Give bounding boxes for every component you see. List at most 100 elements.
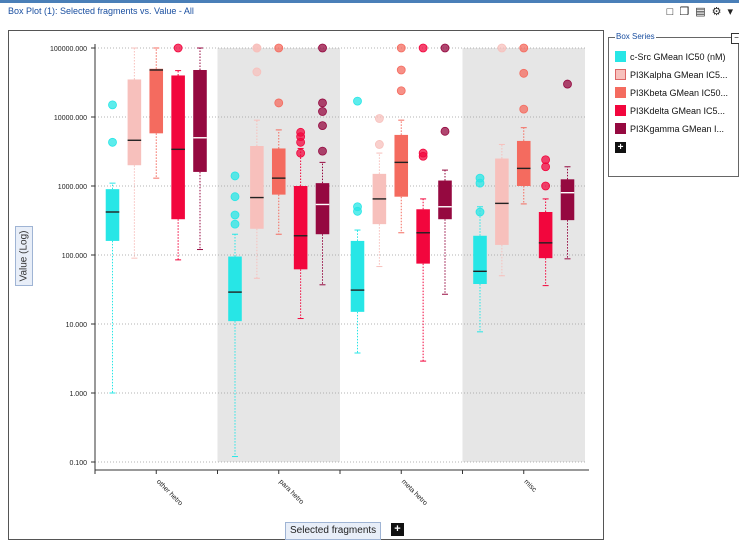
outlier-point — [541, 162, 551, 172]
y-tick-label: 0.100 — [69, 460, 87, 467]
outlier-point — [318, 107, 327, 116]
box — [538, 211, 553, 259]
outlier-point — [519, 43, 529, 53]
legend: Box Series − c-Src GMean IC50 (nM) PI3Ka… — [608, 32, 739, 177]
outlier-point — [353, 206, 362, 216]
outlier-point — [318, 98, 327, 108]
outlier-point — [296, 148, 306, 158]
outlier-point — [173, 43, 183, 53]
legend-swatch — [615, 87, 626, 98]
outlier-point — [396, 43, 406, 53]
outlier-point — [418, 151, 428, 161]
box — [105, 189, 120, 241]
outlier-point — [563, 79, 572, 89]
box — [149, 68, 164, 134]
legend-item-pi3kbeta[interactable]: PI3Kbeta GMean IC50... — [615, 86, 728, 99]
dropdown-icon[interactable]: ▾ — [727, 6, 733, 18]
box — [516, 140, 531, 186]
box — [350, 240, 365, 312]
outlier-point — [519, 68, 529, 78]
box — [271, 148, 286, 195]
outlier-point — [318, 43, 327, 53]
y-axis-label: Value (Log) — [18, 230, 30, 282]
outlier-point — [396, 86, 406, 96]
box — [473, 235, 487, 284]
y-tick-label: 1.000 — [69, 391, 87, 398]
x-tick-label: meta hetro — [400, 478, 429, 507]
window-icon[interactable]: ▤ — [695, 6, 706, 18]
outlier-point — [230, 192, 240, 202]
x-axis-label[interactable]: Selected fragments — [285, 522, 382, 540]
box — [293, 186, 308, 270]
box — [127, 79, 142, 166]
box — [495, 158, 509, 245]
outlier-point — [252, 67, 262, 77]
outlier-point — [230, 171, 240, 181]
legend-swatch — [615, 51, 626, 62]
y-tick-label: 1000.000 — [58, 184, 87, 191]
box — [228, 256, 242, 322]
legend-title: Box Series — [615, 32, 656, 41]
outlier-point — [396, 65, 406, 75]
outlier-point — [230, 210, 240, 220]
outlier-point — [353, 96, 362, 106]
legend-label: c-Src GMean IC50 (nM) — [630, 51, 726, 62]
window-title: Box Plot (1): Selected fragments vs. Val… — [8, 6, 194, 16]
outlier-point — [318, 146, 327, 156]
box — [315, 183, 330, 235]
legend-add-icon[interactable]: + — [615, 142, 626, 153]
outlier-point — [230, 219, 240, 229]
legend-item-pi3kalpha[interactable]: PI3Kalpha GMean IC5... — [615, 68, 728, 81]
legend-swatch — [615, 69, 626, 80]
y-tick-label: 100000.000 — [50, 46, 87, 53]
legend-label: PI3Kdelta GMean IC5... — [630, 105, 726, 116]
outlier-point — [296, 137, 306, 147]
box — [193, 69, 207, 172]
outlier-point — [252, 43, 262, 53]
box — [438, 180, 452, 220]
outlier-point — [475, 178, 485, 188]
box — [416, 209, 430, 264]
y-tick-label: 100.000 — [62, 253, 87, 260]
legend-label: PI3Kgamma GMean I... — [630, 123, 725, 134]
y-tick-label: 10.000 — [66, 322, 88, 329]
box — [560, 179, 575, 221]
x-axis-add-icon[interactable]: + — [391, 523, 404, 536]
outlier-point — [374, 140, 384, 149]
toolbar: □ ❐ ▤ ⚙ ▾ — [667, 5, 733, 19]
outlier-point — [274, 43, 284, 53]
y-tick-label: 10000.000 — [54, 115, 87, 122]
box — [394, 134, 409, 197]
gear-icon[interactable]: ⚙ — [711, 6, 722, 18]
outlier-point — [541, 181, 551, 191]
box — [250, 145, 264, 229]
outlier-point — [418, 43, 428, 53]
legend-collapse-icon[interactable]: − — [731, 33, 739, 44]
legend-item-pi3kgamma[interactable]: PI3Kgamma GMean I... — [615, 122, 724, 135]
outlier-point — [519, 104, 529, 114]
x-tick-label: other hetro — [155, 478, 184, 507]
outlier-point — [274, 98, 284, 108]
legend-swatch — [615, 105, 626, 116]
legend-label: PI3Kalpha GMean IC5... — [630, 69, 728, 80]
window-titlebar: Box Plot (1): Selected fragments vs. Val… — [0, 0, 739, 22]
outlier-point — [475, 207, 485, 217]
outlier-point — [108, 137, 117, 147]
legend-swatch — [615, 123, 626, 134]
legend-item-csrc[interactable]: c-Src GMean IC50 (nM) — [615, 50, 726, 63]
outlier-point — [108, 100, 117, 110]
outlier-point — [497, 43, 507, 53]
box — [171, 75, 185, 220]
legend-item-pi3kdelta[interactable]: PI3Kdelta GMean IC5... — [615, 104, 725, 117]
outlier-point — [374, 114, 384, 123]
x-tick-label: misc — [522, 478, 537, 493]
outlier-point — [318, 121, 327, 131]
y-axis-label-box[interactable]: Value (Log) — [15, 226, 33, 286]
outlier-point — [440, 43, 450, 53]
bookmark-icon[interactable]: □ — [666, 6, 674, 18]
x-tick-label: para hetro — [277, 478, 305, 506]
legend-label: PI3Kbeta GMean IC50... — [630, 87, 729, 98]
copy-icon[interactable]: ❐ — [679, 6, 690, 18]
outlier-point — [440, 126, 450, 136]
